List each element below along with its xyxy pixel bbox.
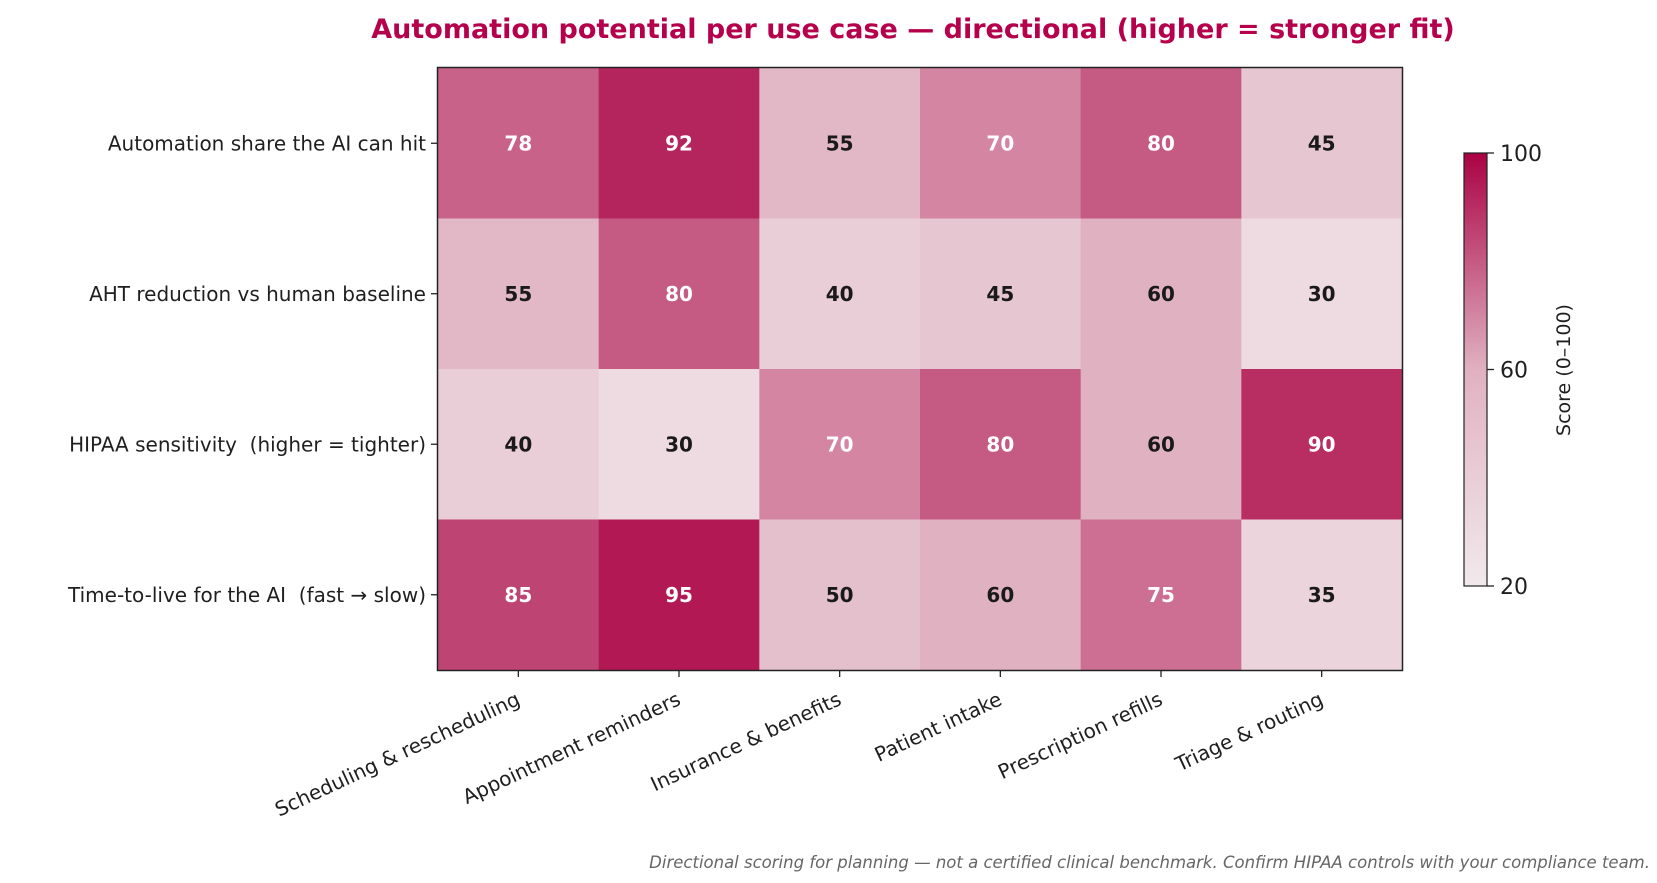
cell-value-label: 78 — [504, 131, 532, 155]
heatmap-cell — [759, 68, 921, 220]
column-label: Scheduling & rescheduling — [271, 687, 523, 822]
heatmap-cell — [1241, 218, 1403, 370]
plot-frame — [436, 66, 1404, 672]
cell-value-label: 70 — [826, 432, 854, 456]
heatmap-cell — [1080, 68, 1242, 220]
cell-value-label: 45 — [986, 282, 1014, 306]
cell-value-label: 60 — [1147, 282, 1175, 306]
heatmap-cell — [438, 519, 600, 671]
footnote: Directional scoring for planning — not a… — [649, 853, 1650, 872]
heatmap-cell — [438, 218, 600, 370]
cell-value-label: 35 — [1308, 583, 1336, 607]
cell-value-label: 80 — [986, 432, 1014, 456]
cell-value-label: 40 — [826, 282, 854, 306]
cell-value-label: 80 — [665, 282, 693, 306]
colorbar: 20 60 100 Score (0–100) — [1463, 142, 1575, 600]
heatmap-cell — [1241, 519, 1403, 671]
cell-value-label: 70 — [986, 131, 1014, 155]
heatmap-cell — [598, 519, 760, 671]
chart-title: Automation potential per use case — dire… — [371, 14, 1455, 45]
column-label: Triage & routing — [1171, 687, 1327, 777]
colorbar-tick-label: 100 — [1500, 142, 1542, 167]
cell-value-label: 30 — [665, 432, 693, 456]
cell-value-label: 30 — [1308, 282, 1336, 306]
heatmap-cell — [759, 519, 921, 671]
colorbar-tick-label: 20 — [1500, 575, 1528, 600]
column-label: Prescription refills — [994, 687, 1166, 784]
row-label: Automation share the AI can hit — [108, 131, 426, 155]
heatmap-cells — [438, 68, 1403, 671]
heatmap-cell — [759, 369, 921, 521]
heatmap-cell — [759, 218, 921, 370]
heatmap-cell-labels: 78 92 55 70 80 45 55 80 40 45 60 30 40 30 70 80 60 90 85 95… — [504, 131, 1335, 607]
heatmap-cell — [1080, 519, 1242, 671]
cell-value-label: 60 — [986, 583, 1014, 607]
cell-value-label: 50 — [826, 583, 854, 607]
heatmap-cell — [1241, 369, 1403, 521]
cell-value-label: 85 — [504, 583, 532, 607]
column-label: Patient intake — [871, 687, 1006, 767]
cell-value-label: 60 — [1147, 432, 1175, 456]
row-label: HIPAA sensitivity (higher = tighter) — [69, 432, 426, 456]
colorbar-gradient — [1463, 152, 1488, 587]
heatmap-cell — [598, 369, 760, 521]
heatmap-cell — [1080, 218, 1242, 370]
row-label: Time-to-live for the AI (fast → slow) — [67, 583, 426, 607]
heatmap-cell — [598, 68, 760, 220]
heatmap-cell — [438, 369, 600, 521]
cell-value-label: 55 — [826, 131, 854, 155]
cell-value-label: 95 — [665, 583, 693, 607]
heatmap-cell — [1080, 369, 1242, 521]
heatmap-cell — [920, 68, 1082, 220]
cell-value-label: 80 — [1147, 131, 1175, 155]
cell-value-label: 55 — [504, 282, 532, 306]
colorbar-tick-label: 60 — [1500, 359, 1528, 384]
heatmap-cell — [920, 519, 1082, 671]
heatmap-cell — [438, 68, 600, 220]
heatmap-cell — [1241, 68, 1403, 220]
cell-value-label: 90 — [1308, 432, 1336, 456]
heatmap-cell — [920, 369, 1082, 521]
colorbar-label: Score (0–100) — [1553, 304, 1575, 436]
cell-value-label: 92 — [665, 131, 693, 155]
cell-value-label: 75 — [1147, 583, 1175, 607]
heatmap-cell — [598, 218, 760, 370]
row-labels: Automation share the AI can hit AHT reduc… — [67, 131, 438, 607]
cell-value-label: 45 — [1308, 131, 1336, 155]
row-label: AHT reduction vs human baseline — [89, 282, 426, 306]
heatmap-cell — [920, 218, 1082, 370]
cell-value-label: 40 — [504, 432, 532, 456]
